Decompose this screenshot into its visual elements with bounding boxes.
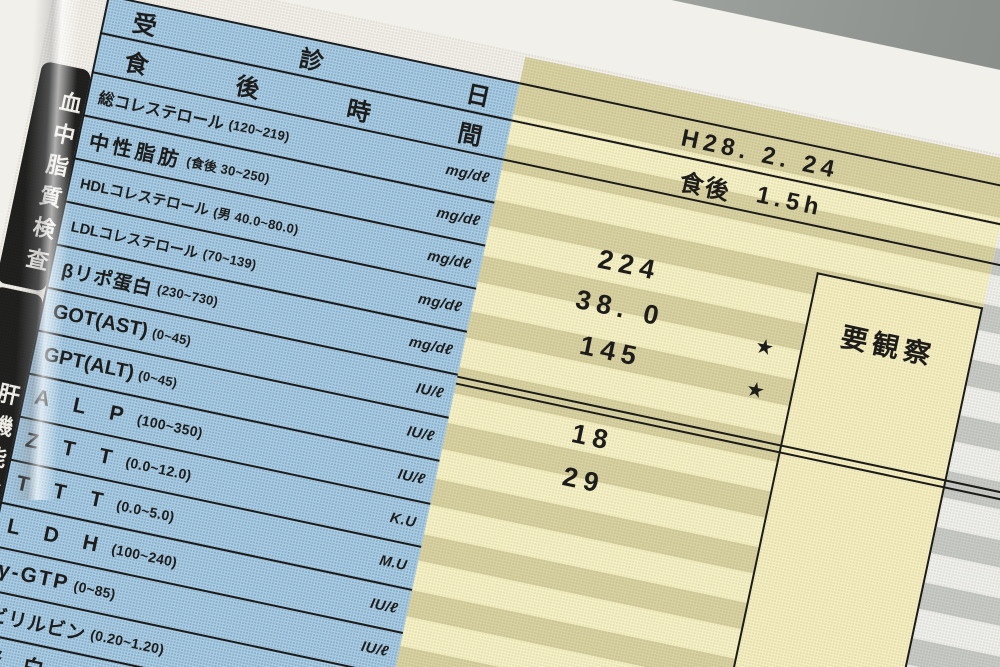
test-unit: IU/ℓ bbox=[359, 638, 391, 661]
header-char: 後 bbox=[232, 72, 263, 104]
test-unit: mg/dℓ bbox=[425, 248, 473, 273]
test-range: (70~139) bbox=[201, 245, 259, 272]
test-range: (0.0~12.0) bbox=[124, 453, 194, 484]
test-range: (男 40.0~80.0) bbox=[212, 204, 301, 237]
test-range: (0.20~1.20) bbox=[88, 626, 166, 658]
test-range: (230~730) bbox=[155, 281, 220, 309]
test-unit: mg/dℓ bbox=[407, 334, 455, 359]
header-char: 時 bbox=[344, 95, 374, 128]
test-unit: IU/ℓ bbox=[396, 466, 427, 489]
test-range: (0~45) bbox=[151, 325, 193, 348]
test-unit: IU/ℓ bbox=[368, 595, 400, 618]
test-range: (0~85) bbox=[72, 577, 118, 603]
test-name: GPT(ALT) bbox=[41, 343, 137, 384]
test-range: (100~240) bbox=[110, 540, 179, 571]
test-range: (食後 30~250) bbox=[185, 153, 272, 186]
header-char: 診 bbox=[296, 44, 326, 77]
test-unit: IU/ℓ bbox=[405, 423, 436, 446]
test-unit: mg/dℓ bbox=[444, 161, 491, 187]
test-name: GOT(AST) bbox=[50, 299, 151, 342]
header-char: 間 bbox=[455, 119, 485, 151]
test-range: (100~350) bbox=[135, 411, 205, 441]
test-unit: mg/dℓ bbox=[435, 205, 482, 230]
test-range: (120~219) bbox=[227, 116, 292, 144]
test-unit: K.U bbox=[388, 510, 418, 532]
test-unit: IU/ℓ bbox=[414, 380, 446, 403]
header-char: 日 bbox=[463, 80, 493, 112]
test-range: (0.0~5.0) bbox=[115, 496, 177, 525]
test-range: (0~45) bbox=[137, 367, 179, 390]
test-name: γ-GTP bbox=[0, 557, 72, 596]
header-char: 食 bbox=[121, 48, 151, 80]
header-char: 受 bbox=[130, 9, 160, 41]
test-unit: M.U bbox=[377, 552, 409, 575]
test-unit: mg/dℓ bbox=[416, 291, 464, 316]
